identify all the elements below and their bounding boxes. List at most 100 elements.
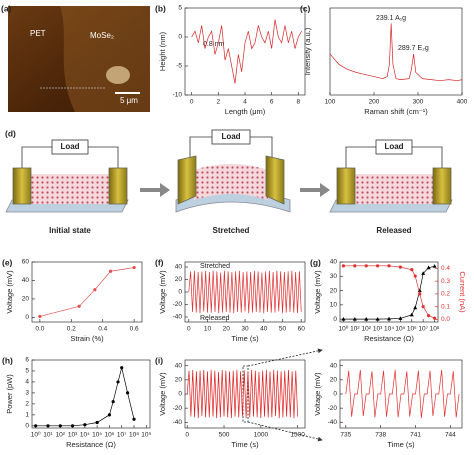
plot-frame [31,261,143,323]
load-label: Load [384,142,403,151]
data-point [387,316,391,321]
load-label: Load [221,132,240,141]
x-axis-label: Raman shift (cm⁻¹) [364,107,428,116]
x-tick-label: 735 [340,432,351,439]
data-line [39,267,135,317]
y2-tick-label: 0.1 [441,303,450,310]
x-tick-label: 300 [413,99,424,106]
data-point [432,264,437,268]
data-point [77,304,81,308]
y2-axis-label: Current (nA) [458,271,467,313]
data-point [421,305,425,309]
data-point [376,264,380,268]
panel-label: (b) [155,3,166,13]
y-tick-label: 40 [175,362,183,369]
data-point [58,424,62,428]
data-point [364,264,368,268]
x-tick-label: 10² [362,326,372,333]
data-point [409,312,414,317]
x-tick-label: 1500 [290,432,305,439]
data-point [108,269,113,273]
y-tick-label: 40 [330,259,338,266]
data-point [398,265,402,269]
y-tick-label: 0 [178,34,182,41]
data-point [83,423,87,427]
data-point [410,268,414,272]
data-line [343,265,435,319]
plot-frame [329,7,463,96]
x-tick-label: 10⁹ [141,432,151,439]
y-tick-label: 5 [178,5,182,12]
y-tick-label: -10 [173,92,183,99]
x-tick-label: 10⁷ [117,432,127,439]
data-point [432,316,437,320]
x-tick-label: 10³ [373,326,383,333]
x-tick-label: 741 [410,432,421,439]
x-tick-label: 0.6 [130,326,139,333]
y-tick-label: -40 [173,419,183,426]
plot-frame [31,359,151,429]
data-point [38,314,42,319]
y-axis-label: Height (nm) [158,31,167,71]
x-axis-label: Strain (%) [70,334,104,343]
x-tick-label: 50 [279,326,287,333]
x-tick-label: 10⁶ [407,326,417,333]
x-tick-label: 40 [260,326,268,333]
y-tick-label: 40 [22,277,30,284]
data-point [421,271,426,275]
x-tick-label: 10² [56,432,66,439]
y-tick-label: -40 [328,419,338,426]
x-tick-label: 10³ [68,432,78,439]
panel-label: (g) [310,257,321,267]
scale-label: 5 μm [120,96,138,105]
data-point [418,292,422,296]
x-tick-label: 10 [204,326,212,333]
panel-label: (e) [2,257,13,267]
x-tick-label: 10⁷ [418,326,428,333]
data-point [107,413,112,417]
x-axis-label: Resistance (Ω) [364,334,414,343]
data-point [413,274,417,278]
x-tick-label: 0.0 [35,326,44,333]
x-tick-label: 400 [457,99,468,106]
x-tick-label: 10¹ [43,432,53,439]
data-point [93,288,97,292]
y-tick-label: 20 [175,377,183,384]
annotation: Stretched [200,263,230,270]
x-tick-label: 0.2 [67,326,76,333]
data-point [375,316,380,321]
data-point [426,265,431,270]
x-tick-label: 10⁴ [80,432,90,439]
device-initial [5,139,129,213]
data-line [329,23,463,82]
x-tick-label: 6 [270,99,274,106]
data-line [35,367,135,427]
y-tick-label: 20 [22,296,30,303]
x-tick-label: 10⁵ [395,326,405,333]
x-tick-label: 500 [219,432,230,439]
x-tick-label: 10⁰ [339,325,349,333]
plot-frame [339,261,439,323]
x-tick-label: 60 [298,326,306,333]
x-tick-label: 0 [187,326,191,333]
x-tick-label: 744 [445,432,456,439]
y-tick-label: 6 [25,357,29,364]
y-tick-label: 1 [25,412,29,419]
y-tick-label: 4 [25,379,29,386]
y-tick-label: 60 [22,259,30,266]
x-axis-label: Time (s) [231,440,259,449]
y-tick-label: 0 [178,289,182,296]
annotation: Released [200,315,230,322]
annotation: 289.7 E₂g [398,45,429,52]
data-point [125,391,130,395]
data-point [364,316,369,321]
y-axis-label: Power (pW) [5,374,14,414]
state-label: Released [376,226,411,235]
data-line [191,19,302,84]
data-point [46,424,50,428]
x-tick-label: 1000 [254,432,269,439]
y-tick-label: 5 [25,368,29,375]
data-line [188,270,302,314]
data-line [345,369,460,419]
